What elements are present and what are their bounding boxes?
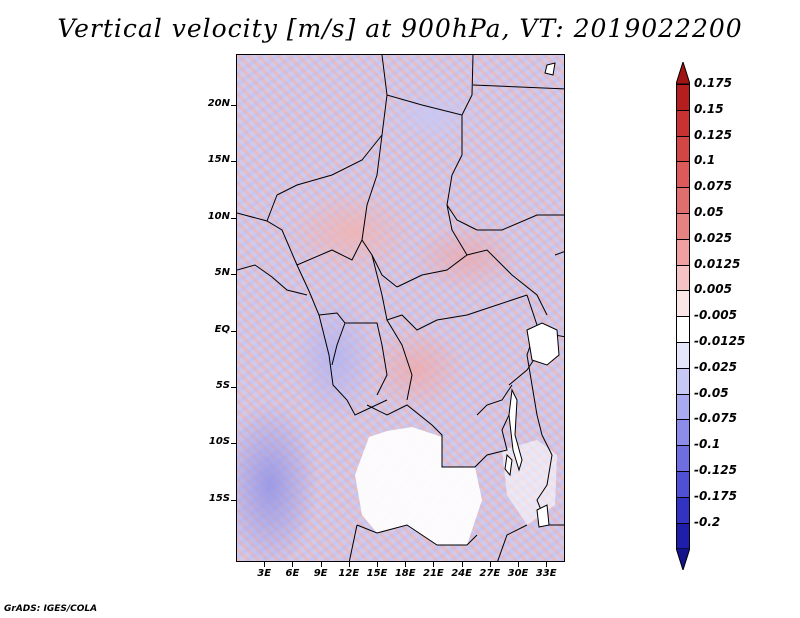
colorbar-swatch [676, 264, 690, 292]
x-tick-mark [405, 562, 407, 567]
colorbar-label: 0.1 [694, 153, 716, 168]
colorbar-label: -0.125 [694, 463, 737, 477]
map-plot-area [236, 54, 565, 562]
colorbar-label: -0.175 [694, 488, 737, 503]
colorbar-label: 0.05 [694, 205, 724, 219]
x-tick-label: 12E [338, 568, 360, 579]
x-tick-mark [377, 562, 378, 567]
colorbar-swatch [676, 135, 690, 163]
x-tick-label: 21E [423, 568, 444, 579]
x-tick-mark [433, 562, 435, 567]
colorbar-swatch [676, 445, 690, 472]
x-tick-label: 24E [451, 568, 472, 579]
colorbar-swatch [676, 471, 690, 498]
x-tick-label: 3E [257, 568, 272, 579]
colorbar-label: -0.005 [694, 308, 737, 323]
colorbar-swatch [676, 161, 690, 189]
y-tick-label: EQ [214, 323, 230, 335]
x-tick-label: 30E [507, 568, 529, 579]
y-tick-label: 15N [207, 154, 230, 166]
y-tick-mark [231, 499, 236, 501]
x-tick-mark [264, 562, 266, 567]
y-tick-mark [231, 330, 236, 332]
colorbar-label: 0.15 [694, 101, 724, 116]
colorbar-label: 0.175 [694, 76, 732, 90]
x-tick-mark [489, 562, 491, 567]
map-title: Vertical velocity [m/s] at 900hPa, VT: 2… [57, 14, 743, 43]
angola-white-region [355, 427, 482, 545]
y-tick-label: 10S [208, 436, 230, 448]
colorbar-label: 0.075 [694, 179, 732, 194]
colorbar-top-arrow [676, 62, 690, 84]
y-tick-label: 5S [215, 380, 230, 392]
colorbar-swatch [676, 496, 690, 524]
y-tick-label: 5N [214, 267, 230, 279]
colorbar-label: -0.025 [694, 359, 737, 374]
colorbar-swatch [676, 84, 690, 111]
grads-credit: GrADS: IGES/COLA [4, 604, 98, 614]
y-tick-label: 15S [208, 492, 230, 504]
colorbar-swatch [676, 342, 690, 369]
x-tick-label: 33E [535, 568, 557, 579]
colorbar-swatch [676, 522, 690, 550]
y-tick-mark [231, 217, 236, 219]
x-tick-label: 18E [394, 568, 416, 579]
colorbar-label: 0.025 [694, 230, 732, 245]
x-tick-mark [461, 562, 463, 567]
x-tick-label: 27E [479, 568, 501, 579]
colorbar-swatch [676, 290, 690, 318]
colorbar-label: -0.0125 [694, 334, 746, 348]
y-tick-mark [231, 274, 236, 276]
colorbar-label: -0.075 [694, 411, 737, 426]
colorbar-swatch [676, 187, 690, 214]
colorbar-swatch [676, 213, 690, 240]
colorbar-swatch [676, 238, 690, 266]
colorbar-label: 0.005 [694, 282, 732, 297]
y-tick-label: 20N [207, 97, 230, 109]
colorbar-swatch [676, 393, 690, 421]
colorbar-label: 0.0125 [694, 256, 741, 271]
map-overlay [237, 55, 564, 561]
x-tick-label: 6E [285, 568, 300, 579]
colorbar-label: -0.1 [694, 437, 721, 452]
colorbar-label: -0.2 [694, 514, 721, 529]
x-tick-label: 9E [313, 568, 328, 579]
colorbar-label: 0.125 [694, 127, 732, 142]
colorbar-swatch [676, 316, 690, 343]
colorbar-swatch [676, 419, 690, 447]
x-tick-mark [320, 562, 322, 567]
y-tick-label: 10N [207, 210, 230, 222]
colorbar-label: -0.05 [694, 385, 729, 400]
x-tick-mark [546, 562, 548, 567]
country-borders [237, 55, 564, 561]
x-tick-mark [348, 562, 350, 567]
colorbar-swatch [676, 367, 690, 395]
x-tick-mark [518, 562, 519, 567]
x-tick-mark [292, 562, 294, 567]
y-tick-mark [231, 161, 236, 163]
lakes [504, 62, 560, 528]
y-tick-mark [231, 104, 236, 106]
x-tick-label: 15E [366, 568, 388, 579]
y-tick-mark [231, 443, 236, 445]
southeast-white-region [502, 440, 557, 525]
colorbar-bottom-arrow [676, 548, 690, 571]
y-tick-mark [231, 387, 236, 389]
colorbar-swatch [676, 109, 690, 137]
